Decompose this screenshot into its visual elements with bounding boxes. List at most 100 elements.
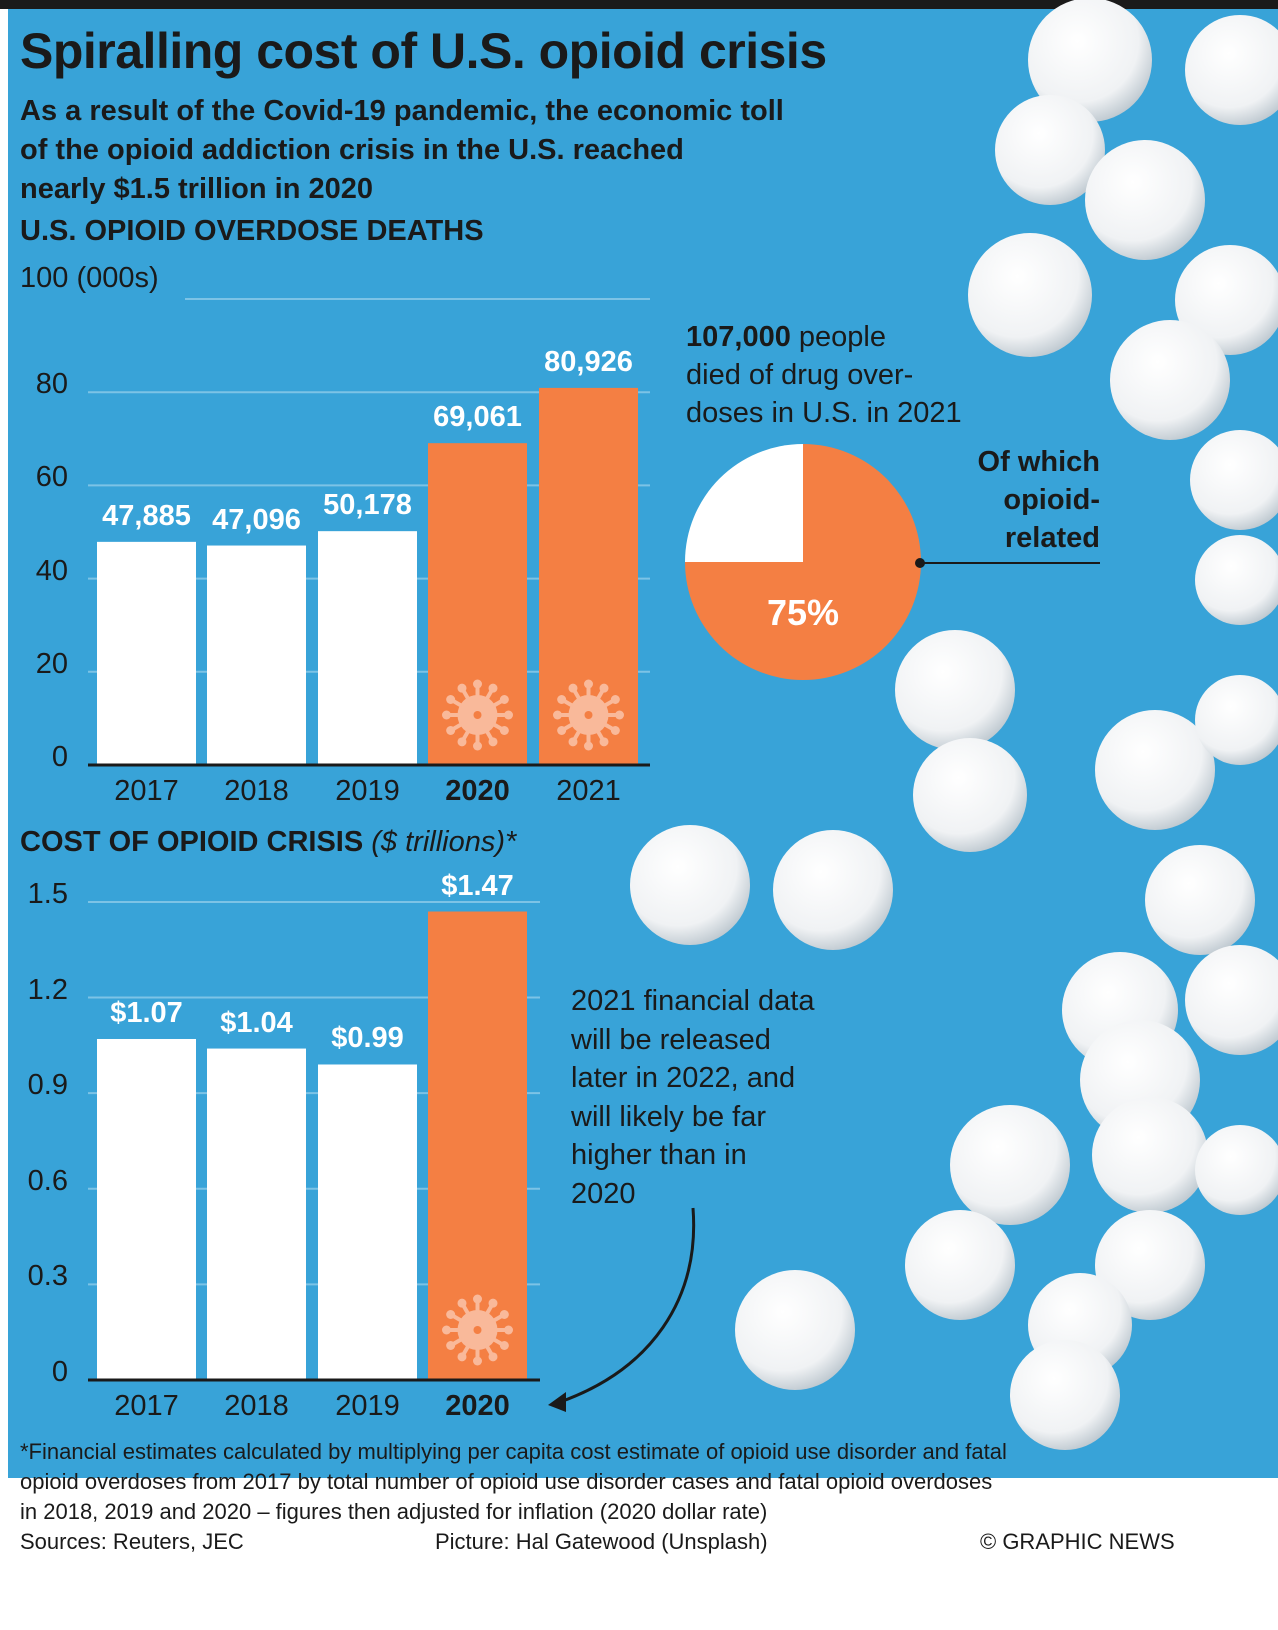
note-line: will be released (571, 1023, 771, 1056)
y-tick-label: 0.9 (27, 1069, 68, 1102)
y-tick-label: 0.6 (27, 1164, 68, 1197)
virus-spike-tip (568, 737, 578, 747)
virus-spike-tip (610, 695, 620, 704)
deaths-chart (88, 298, 650, 767)
bar-2019 (318, 531, 417, 765)
virus-spike-tip (473, 1294, 482, 1304)
virus-spike-tip (488, 683, 498, 693)
bar-2019 (318, 1064, 417, 1380)
y-tick-label: 0 (51, 1356, 68, 1388)
sources: Sources: Reuters, JEC (20, 1529, 244, 1554)
deaths-y-unit: 100 (000s) (20, 262, 159, 294)
virus-spike-tip (499, 1310, 509, 1319)
pills-decoration (630, 0, 1278, 1450)
x-tick-label: 2018 (224, 1390, 289, 1422)
virus-spike-tip (504, 1325, 513, 1335)
bar-2018 (207, 545, 306, 765)
subtitle-line: As a result of the Covid-19 pandemic, th… (20, 95, 784, 127)
virus-spike-tip (457, 683, 467, 693)
pie-callout-dot (915, 558, 925, 568)
virus-spike-tip (488, 1352, 498, 1362)
y-tick-label: 0.3 (27, 1260, 68, 1293)
value-label: $0.99 (331, 1022, 404, 1055)
virus-icon (442, 1294, 513, 1366)
note-arrow (559, 1207, 696, 1404)
value-label: $1.47 (441, 869, 514, 902)
x-tick-label: 2019 (335, 1390, 400, 1422)
financial-note: 2021 financial data will be released lat… (571, 982, 814, 1213)
footnote-line: in 2018, 2019 and 2020 – figures then ad… (20, 1499, 768, 1524)
virus-spike-tip (599, 683, 609, 693)
deaths-chart-title: U.S. OPIOID OVERDOSE DEATHS (20, 215, 484, 247)
subtitle-line: nearly $1.5 trillion in 2020 (20, 173, 373, 205)
bar-2018 (207, 1048, 306, 1380)
cost-title-text: COST OF OPIOID CRISIS (20, 826, 364, 858)
note-line: higher than in (571, 1139, 747, 1171)
pie-description: 107,000 people died of drug over- doses … (686, 318, 962, 432)
pie-desc-line: 107,000 people (686, 318, 962, 356)
virus-spike-tip (457, 1298, 467, 1308)
callout-line: Of which (977, 446, 1100, 478)
opioid-share-pie (685, 444, 921, 680)
x-tick-label: 2021 (556, 775, 621, 807)
pie-percent-label: 75% (766, 592, 840, 633)
virus-spike-tip (457, 737, 467, 747)
virus-spike-tip (446, 726, 456, 735)
callout-line: opioid- (1003, 484, 1100, 516)
subtitle: As a result of the Covid-19 pandemic, th… (20, 92, 784, 209)
x-tick-label: 2019 (335, 775, 400, 807)
virus-spike-tip (553, 710, 562, 720)
value-label: 47,096 (212, 503, 301, 536)
value-label: $1.04 (220, 1006, 293, 1039)
virus-spike-tip (442, 710, 451, 720)
page-title: Spiralling cost of U.S. opioid crisis (20, 23, 827, 79)
virus-spike-tip (584, 741, 593, 751)
virus-spike-tip (457, 1352, 467, 1362)
subtitle-line: of the opioid addiction crisis in the U.… (20, 134, 684, 166)
top-rule (0, 0, 1278, 9)
bar-2017 (97, 541, 196, 765)
cost-chart (88, 900, 540, 1382)
virus-spike-tip (557, 726, 567, 735)
note-line: 2020 (571, 1177, 636, 1210)
footnote: *Financial estimates calculated by multi… (20, 1437, 1007, 1527)
virus-spike-tip (499, 695, 509, 704)
x-tick-label: 2020 (445, 775, 510, 807)
pie-desc-text: people (790, 321, 886, 353)
y-tick-label: 1.2 (27, 973, 68, 1006)
callout-line: related (1004, 522, 1100, 554)
virus-spike-tip (584, 679, 593, 689)
note-line: will likely be far (571, 1100, 766, 1133)
x-tick-label: 2020 (445, 1390, 510, 1422)
value-label: $1.07 (110, 996, 183, 1029)
arrow-head-icon (548, 1392, 566, 1412)
pie-callout: Of which opioid- related (930, 443, 1100, 557)
virus-spike-tip (557, 695, 567, 704)
picture-credit: Picture: Hal Gatewood (Unsplash) (435, 1529, 768, 1554)
virus-spike-tip (599, 737, 609, 747)
x-tick-label: 2018 (224, 775, 289, 807)
graphic-news-credit: © GRAPHIC NEWS (980, 1529, 1175, 1554)
footnote-line: *Financial estimates calculated by multi… (20, 1439, 1007, 1464)
y-tick-label: 60 (35, 461, 68, 494)
y-tick-label: 20 (35, 647, 68, 680)
virus-spike-tip (488, 737, 498, 747)
virus-spike-tip (473, 1356, 482, 1366)
virus-spike-tip (499, 726, 509, 735)
y-tick-label: 80 (35, 368, 68, 401)
x-tick-label: 2017 (114, 1390, 179, 1422)
virus-spike-tip (488, 1298, 498, 1308)
footnote-line: opioid overdoses from 2017 by total numb… (20, 1469, 993, 1494)
virus-spike-tip (615, 710, 624, 720)
pie-slice (685, 444, 803, 562)
value-label: 47,885 (102, 499, 191, 532)
virus-dot (473, 711, 482, 719)
value-label: 80,926 (544, 345, 633, 378)
virus-spike-tip (446, 695, 456, 704)
virus-spike-tip (504, 710, 513, 720)
virus-spike-tip (446, 1310, 456, 1319)
pie-desc-line: died of drug over- (686, 359, 914, 391)
virus-dot (584, 711, 593, 719)
virus-icon (442, 679, 513, 751)
bar-2017 (97, 1038, 196, 1380)
